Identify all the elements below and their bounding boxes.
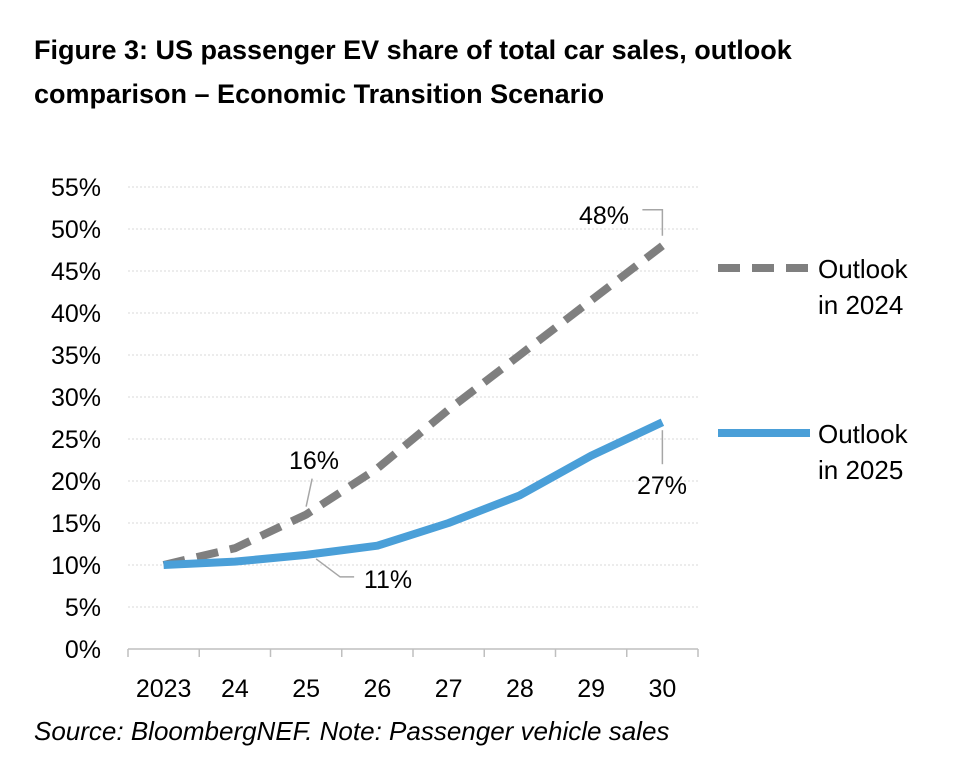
y-tick-label: 45% bbox=[51, 258, 101, 286]
x-tick-label: 28 bbox=[506, 675, 534, 703]
x-tick-label: 30 bbox=[648, 675, 676, 703]
data-label: 11% bbox=[364, 566, 412, 594]
y-tick-label: 15% bbox=[51, 510, 101, 538]
y-tick-label: 10% bbox=[51, 552, 101, 580]
y-tick-label: 50% bbox=[51, 216, 101, 244]
source-note: Source: BloombergNEF. Note: Passenger ve… bbox=[34, 716, 670, 746]
x-tick-label: 24 bbox=[221, 675, 249, 703]
x-tick-label: 25 bbox=[292, 675, 320, 703]
y-tick-label: 55% bbox=[51, 174, 101, 202]
series-lines bbox=[162, 242, 665, 569]
legend-label: Outlook bbox=[818, 419, 909, 449]
axes bbox=[127, 648, 699, 657]
y-tick-label: 30% bbox=[51, 384, 101, 412]
x-axis-ticks: 2023 24 25 26 27 28 29 30 bbox=[136, 675, 676, 703]
chart-title: Figure 3: US passenger EV share of total… bbox=[34, 28, 934, 116]
annotation-leader bbox=[642, 209, 664, 236]
data-label: 48% bbox=[579, 202, 629, 230]
x-tick-label: 29 bbox=[577, 675, 605, 703]
annotation-leader bbox=[305, 478, 313, 507]
legend-label: Outlook bbox=[818, 254, 909, 284]
data-annotations: 48% 16% 11% 27% bbox=[289, 202, 687, 594]
y-tick-label: 0% bbox=[65, 636, 101, 664]
y-tick-label: 25% bbox=[51, 426, 101, 454]
x-tick-label: 27 bbox=[435, 675, 463, 703]
y-tick-label: 20% bbox=[51, 468, 101, 496]
y-tick-label: 40% bbox=[51, 300, 101, 328]
legend: Outlook in 2024 Outlook in 2025 bbox=[718, 254, 909, 485]
chart-title-line-2: comparison – Economic Transition Scenari… bbox=[34, 79, 605, 109]
series-line-outlook-2025 bbox=[163, 418, 665, 569]
y-tick-label: 35% bbox=[51, 342, 101, 370]
annotation-leader bbox=[315, 558, 355, 578]
legend-label: in 2024 bbox=[818, 290, 903, 320]
x-tick-label: 2023 bbox=[136, 675, 192, 703]
data-label: 27% bbox=[637, 472, 687, 500]
data-label: 16% bbox=[289, 447, 339, 475]
legend-label: in 2025 bbox=[818, 455, 903, 485]
y-axis-ticks: 0% 5% 10% 15% 20% 25% 30% 35% 40% 45% 50% 55% bbox=[51, 174, 101, 664]
gridlines bbox=[128, 186, 698, 608]
chart-title-line-1: Figure 3: US passenger EV share of total… bbox=[34, 35, 792, 65]
x-tick-label: 26 bbox=[363, 675, 391, 703]
series-line-outlook-2024 bbox=[162, 242, 665, 569]
y-tick-label: 5% bbox=[65, 594, 101, 622]
